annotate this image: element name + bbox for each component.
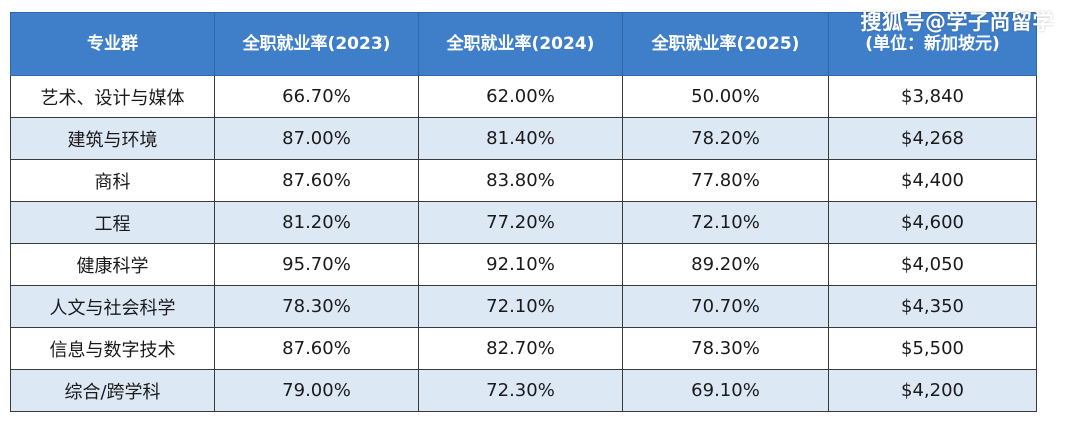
cell-salary: $4,200 <box>828 369 1037 412</box>
column-header-rate-2024: 全职就业率(2024) <box>418 12 623 76</box>
cell-rate-2024: 62.00% <box>418 75 623 118</box>
cell-rate-2024: 77.20% <box>418 201 623 244</box>
cell-rate-2023: 87.60% <box>214 327 419 370</box>
column-header-major-group: 专业群 <box>10 12 215 76</box>
column-header-rate-2023: 全职就业率(2023) <box>214 12 419 76</box>
cell-major-group: 建筑与环境 <box>10 117 215 160</box>
cell-rate-2024: 82.70% <box>418 327 623 370</box>
cell-major-group: 信息与数字技术 <box>10 327 215 370</box>
cell-rate-2025: 69.10% <box>622 369 829 412</box>
cell-major-group: 综合/跨学科 <box>10 369 215 412</box>
cell-major-group: 健康科学 <box>10 243 215 286</box>
cell-rate-2024: 72.10% <box>418 285 623 328</box>
table-row: 建筑与环境 87.00% 81.40% 78.20% $4,268 <box>10 117 1037 160</box>
cell-rate-2023: 78.30% <box>214 285 419 328</box>
table-row: 健康科学 95.70% 92.10% 89.20% $4,050 <box>10 243 1037 286</box>
employment-table: 专业群 全职就业率(2023) 全职就业率(2024) 全职就业率(2025) … <box>10 12 1037 412</box>
cell-rate-2023: 87.60% <box>214 159 419 202</box>
cell-rate-2025: 78.30% <box>622 327 829 370</box>
cell-salary: $3,840 <box>828 75 1037 118</box>
cell-rate-2023: 79.00% <box>214 369 419 412</box>
cell-salary: $4,268 <box>828 117 1037 160</box>
cell-rate-2025: 70.70% <box>622 285 829 328</box>
cell-rate-2025: 50.00% <box>622 75 829 118</box>
cell-salary: $4,600 <box>828 201 1037 244</box>
cell-salary: $4,400 <box>828 159 1037 202</box>
table-header-row: 专业群 全职就业率(2023) 全职就业率(2024) 全职就业率(2025) … <box>10 12 1037 76</box>
column-header-rate-2025: 全职就业率(2025) <box>622 12 829 76</box>
table-row: 艺术、设计与媒体 66.70% 62.00% 50.00% $3,840 <box>10 75 1037 118</box>
cell-rate-2023: 66.70% <box>214 75 419 118</box>
cell-rate-2024: 81.40% <box>418 117 623 160</box>
cell-salary: $5,500 <box>828 327 1037 370</box>
table-row: 工程 81.20% 77.20% 72.10% $4,600 <box>10 201 1037 244</box>
cell-rate-2024: 92.10% <box>418 243 623 286</box>
cell-rate-2024: 83.80% <box>418 159 623 202</box>
cell-rate-2025: 77.80% <box>622 159 829 202</box>
cell-salary: $4,050 <box>828 243 1037 286</box>
cell-rate-2025: 89.20% <box>622 243 829 286</box>
cell-rate-2023: 87.00% <box>214 117 419 160</box>
cell-rate-2025: 78.20% <box>622 117 829 160</box>
salary-header-unit: (单位：新加坡元) <box>865 34 1000 54</box>
column-header-salary: (单位：新加坡元) <box>828 12 1037 76</box>
cell-salary: $4,350 <box>828 285 1037 328</box>
table-row: 综合/跨学科 79.00% 72.30% 69.10% $4,200 <box>10 369 1037 412</box>
cell-major-group: 艺术、设计与媒体 <box>10 75 215 118</box>
cell-major-group: 人文与社会科学 <box>10 285 215 328</box>
table-row: 信息与数字技术 87.60% 82.70% 78.30% $5,500 <box>10 327 1037 370</box>
cell-major-group: 工程 <box>10 201 215 244</box>
table-row: 商科 87.60% 83.80% 77.80% $4,400 <box>10 159 1037 202</box>
cell-rate-2023: 95.70% <box>214 243 419 286</box>
cell-rate-2024: 72.30% <box>418 369 623 412</box>
watermark: 搜狐号@学子尚留学 <box>860 10 1054 34</box>
table-row: 人文与社会科学 78.30% 72.10% 70.70% $4,350 <box>10 285 1037 328</box>
cell-rate-2023: 81.20% <box>214 201 419 244</box>
cell-rate-2025: 72.10% <box>622 201 829 244</box>
cell-major-group: 商科 <box>10 159 215 202</box>
